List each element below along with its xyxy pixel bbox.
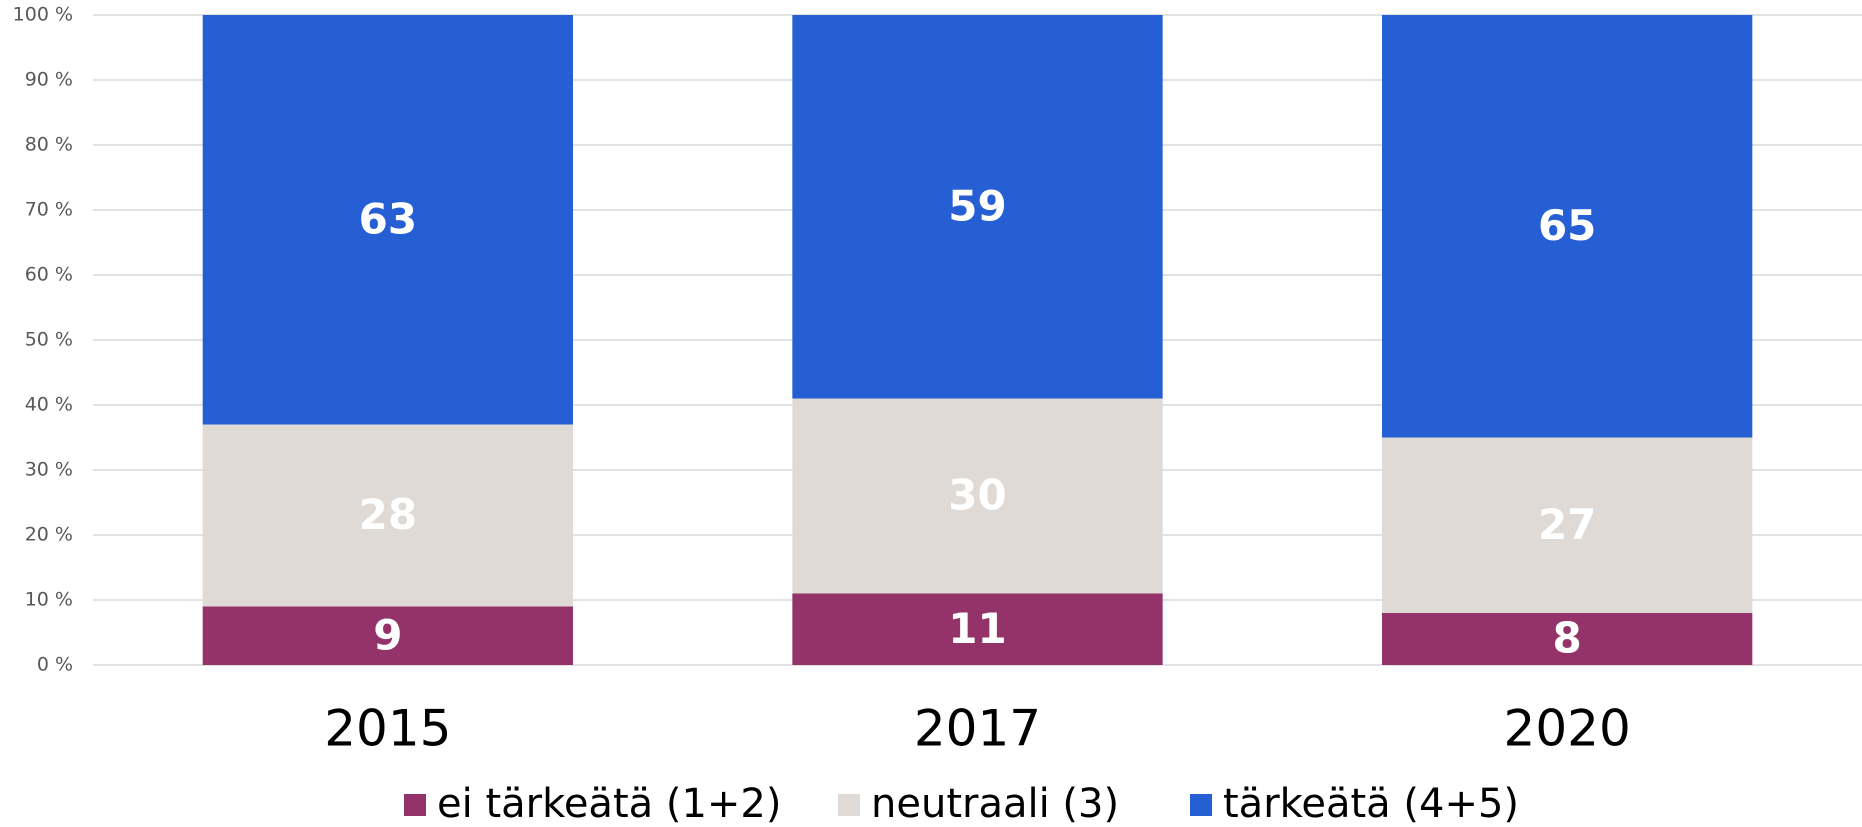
- legend-swatch: [1190, 794, 1212, 816]
- legend-label: neutraali (3): [871, 781, 1119, 827]
- y-tick-label: 60 %: [25, 264, 73, 286]
- y-tick-label: 20 %: [25, 524, 73, 546]
- y-tick-label: 70 %: [25, 199, 73, 221]
- legend-label: ei tärkeätä (1+2): [437, 781, 781, 827]
- legend-label: tärkeätä (4+5): [1223, 781, 1519, 827]
- data-label: 28: [359, 490, 417, 539]
- x-tick-label: 2020: [1504, 700, 1631, 758]
- y-tick-label: 10 %: [25, 589, 73, 611]
- bar-segment: [792, 398, 1163, 594]
- y-tick-label: 100 %: [13, 4, 73, 26]
- bar-segment: [202, 606, 573, 665]
- data-label: 27: [1538, 500, 1596, 549]
- bar-segment: [202, 15, 573, 425]
- bar-segment: [1382, 437, 1753, 613]
- legend-swatch: [404, 794, 426, 816]
- y-tick-label: 30 %: [25, 459, 73, 481]
- bar-segment: [1382, 15, 1753, 438]
- y-tick-label: 0 %: [37, 654, 73, 676]
- data-label: 9: [373, 610, 402, 659]
- data-label: 30: [948, 471, 1006, 520]
- data-label: 59: [948, 181, 1006, 230]
- y-tick-label: 80 %: [25, 134, 73, 156]
- data-label: 8: [1553, 614, 1582, 663]
- y-tick-label: 40 %: [25, 394, 73, 416]
- y-tick-label: 50 %: [25, 329, 73, 351]
- x-tick-label: 2017: [914, 700, 1041, 758]
- y-tick-label: 90 %: [25, 69, 73, 91]
- bar-segment: [202, 424, 573, 607]
- data-label: 65: [1538, 201, 1596, 250]
- data-label: 63: [359, 194, 417, 243]
- bar-segment: [1382, 613, 1753, 665]
- bar-segment: [792, 593, 1163, 665]
- bar-segment: [792, 15, 1163, 399]
- legend-swatch: [838, 794, 860, 816]
- data-label: 11: [948, 604, 1006, 653]
- x-tick-label: 2015: [324, 700, 451, 758]
